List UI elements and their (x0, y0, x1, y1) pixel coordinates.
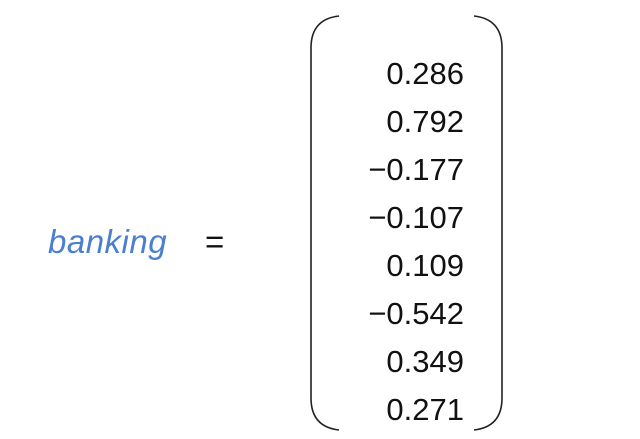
right-bracket (473, 15, 503, 431)
vector-entry: 0.286 (386, 56, 464, 91)
equals-sign: = (205, 223, 225, 260)
vector-entry: 0.349 (386, 344, 464, 379)
vector-entry: −0.177 (368, 152, 464, 187)
word-label: banking (48, 223, 168, 260)
left-bracket (310, 15, 340, 431)
vector-entry: 0.109 (386, 248, 464, 283)
vector-entry: 0.271 (386, 392, 464, 427)
vector-entries: 0.286 0.792 −0.177 −0.107 0.109 −0.542 0.349 0.… (330, 50, 464, 434)
vector-entry: −0.542 (368, 296, 464, 331)
vector-entry: −0.107 (368, 200, 464, 235)
vector-entry: 0.792 (386, 104, 464, 139)
